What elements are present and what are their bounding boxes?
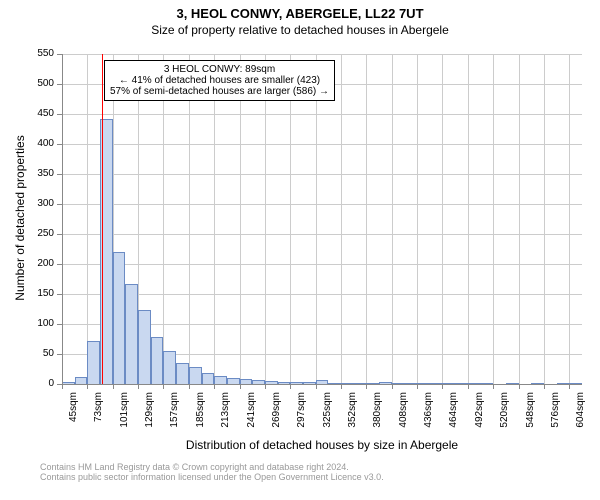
xtick-label: 548sqm	[525, 392, 536, 442]
histogram-bar	[151, 337, 164, 384]
ytick-label: 400	[0, 138, 54, 149]
histogram-bar	[214, 376, 227, 384]
grid-line	[62, 144, 582, 145]
xtick-label: 213sqm	[220, 392, 231, 442]
xtick-label: 101sqm	[119, 392, 130, 442]
grid-line	[189, 54, 190, 384]
y-axis-line	[62, 54, 63, 384]
annotation-line: 57% of semi-detached houses are larger (…	[110, 86, 329, 97]
ytick-label: 200	[0, 258, 54, 269]
grid-line	[62, 114, 582, 115]
ytick-label: 250	[0, 228, 54, 239]
footer-line: Contains HM Land Registry data © Crown c…	[40, 462, 384, 472]
marker-line	[102, 54, 103, 384]
grid-line	[62, 234, 582, 235]
grid-line	[62, 294, 582, 295]
ytick-label: 50	[0, 348, 54, 359]
grid-line	[544, 54, 545, 384]
histogram-bar	[176, 363, 189, 384]
histogram-bar	[75, 377, 88, 384]
plot-area	[62, 54, 582, 384]
grid-line	[62, 174, 582, 175]
ytick-label: 500	[0, 78, 54, 89]
ytick-label: 350	[0, 168, 54, 179]
grid-line	[341, 54, 342, 384]
grid-line	[417, 54, 418, 384]
xtick-label: 297sqm	[296, 392, 307, 442]
grid-line	[392, 54, 393, 384]
x-axis-line	[62, 384, 582, 385]
grid-line	[493, 54, 494, 384]
xtick-label: 73sqm	[93, 392, 104, 442]
histogram-bar	[138, 310, 151, 384]
grid-line	[87, 54, 88, 384]
xtick-label: 576sqm	[550, 392, 561, 442]
grid-line	[62, 264, 582, 265]
xtick-label: 352sqm	[347, 392, 358, 442]
xtick-label: 604sqm	[575, 392, 586, 442]
xtick-label: 436sqm	[423, 392, 434, 442]
xtick-label: 325sqm	[322, 392, 333, 442]
xtick-label: 157sqm	[169, 392, 180, 442]
xtick-label: 241sqm	[246, 392, 257, 442]
grid-line	[366, 54, 367, 384]
xtick-label: 129sqm	[144, 392, 155, 442]
grid-line	[265, 54, 266, 384]
annotation-line: ← 41% of detached houses are smaller (42…	[110, 75, 329, 86]
ytick-label: 450	[0, 108, 54, 119]
histogram-bar	[125, 284, 138, 384]
grid-line	[519, 54, 520, 384]
histogram-bar	[113, 252, 126, 384]
grid-line	[240, 54, 241, 384]
footer-text: Contains HM Land Registry data © Crown c…	[40, 462, 384, 482]
ytick-label: 150	[0, 288, 54, 299]
grid-line	[569, 54, 570, 384]
ytick-label: 550	[0, 48, 54, 59]
ytick-label: 100	[0, 318, 54, 329]
xtick-label: 185sqm	[195, 392, 206, 442]
annotation-line: 3 HEOL CONWY: 89sqm	[110, 64, 329, 75]
grid-line	[214, 54, 215, 384]
xtick-label: 45sqm	[68, 392, 79, 442]
histogram-bar	[163, 351, 176, 384]
histogram-bar	[189, 367, 202, 384]
grid-line	[62, 204, 582, 205]
grid-line	[468, 54, 469, 384]
xtick-label: 269sqm	[271, 392, 282, 442]
xtick-label: 464sqm	[448, 392, 459, 442]
grid-line	[442, 54, 443, 384]
xtick-label: 408sqm	[398, 392, 409, 442]
ytick-label: 0	[0, 378, 54, 389]
grid-line	[163, 54, 164, 384]
grid-line	[290, 54, 291, 384]
footer-line: Contains public sector information licen…	[40, 472, 384, 482]
ytick-label: 300	[0, 198, 54, 209]
xtick-label: 380sqm	[372, 392, 383, 442]
histogram-bar	[87, 341, 100, 384]
histogram-bar	[202, 373, 215, 384]
xtick-label: 492sqm	[474, 392, 485, 442]
grid-line	[62, 54, 582, 55]
grid-line	[316, 54, 317, 384]
annotation-box: 3 HEOL CONWY: 89sqm ← 41% of detached ho…	[104, 60, 335, 101]
xtick-label: 520sqm	[499, 392, 510, 442]
